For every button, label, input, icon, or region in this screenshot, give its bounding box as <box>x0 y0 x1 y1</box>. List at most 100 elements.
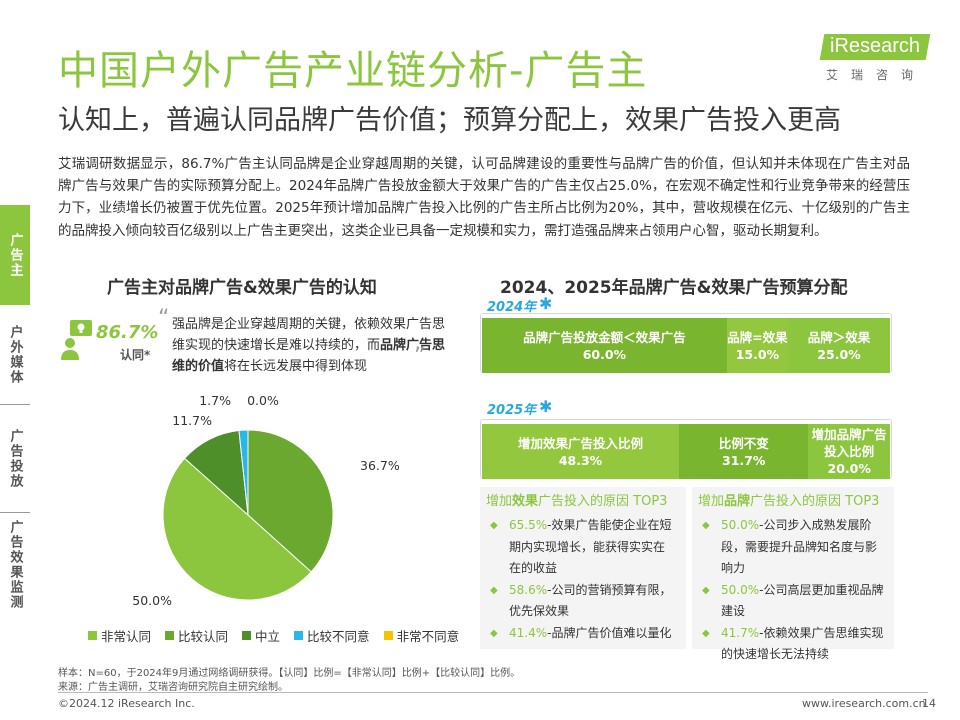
bar-segment-value: 20.0% <box>827 461 871 476</box>
bar-segment-label: 品牌=效果 <box>727 329 788 345</box>
logo-text: iResearch <box>830 35 921 57</box>
logo-cn-text: 艾瑞咨询 <box>826 68 927 82</box>
legend-label: 比较认同 <box>178 629 229 644</box>
iresearch-logo: iResearch 艾瑞咨询 <box>819 34 932 88</box>
copyright: ©2024.12 iResearch Inc. <box>58 697 195 710</box>
legend-swatch <box>383 631 393 640</box>
pie-data-label: 36.7% <box>360 458 400 473</box>
bar-segment-label: 品牌＞效果 <box>807 329 871 345</box>
pie-slice <box>183 429 249 517</box>
right-section-title: 2024、2025年品牌广告&效果广告预算分配 <box>500 278 848 298</box>
pie-data-label: 11.7% <box>172 413 212 428</box>
effect-title-post: 广告投入的原因 TOP3 <box>538 494 668 509</box>
reason-pct: 50.0% <box>721 518 760 532</box>
legend-label: 非常不同意 <box>396 629 460 644</box>
bar-segment-value: 15.0% <box>735 346 780 362</box>
legend-swatch <box>294 631 304 640</box>
page-title: 中国户外广告产业链分析-广告主 <box>58 48 648 94</box>
bar-2025: 增加效果广告投入比例 48.3% 比例不变 31.7% 增加品牌广告投入比例 20.0% <box>482 424 890 479</box>
legend-swatch <box>165 631 175 640</box>
page-subtitle: 认知上，普遍认同品牌广告价值；预算分配上，效果广告投入更高 <box>58 105 841 136</box>
pie-data-label: 50.0% <box>132 593 172 608</box>
quote-close-mark: ” <box>414 344 426 369</box>
list-item: 65.5%-效果广告能使企业在短期内实现增长，能获得实实在在的收益 <box>490 515 676 580</box>
pie-slice <box>162 457 312 601</box>
brand-reasons-title: 增加品牌广告投入的原因 TOP3 <box>698 490 879 509</box>
quote-text-2: 将在长远发展中得到体现 <box>224 359 368 374</box>
side-tab-ad-monitoring[interactable]: 广告效果监测 <box>7 520 23 610</box>
legend-swatch <box>242 631 252 640</box>
list-item: 58.6%-公司的营销预算有限，优先保效果 <box>490 580 676 623</box>
pie-slice <box>238 429 249 516</box>
legend-item: 比较认同 <box>165 626 228 645</box>
reason-pct: 41.4% <box>509 625 548 640</box>
bar-segment: 品牌广告投放金额＜效果广告 60.0% <box>482 318 727 373</box>
list-item: 50.0%-公司步入成熟发展阶段，需要提升品牌知名度与影响力 <box>702 515 888 580</box>
agree-percentage: 86.7% <box>96 322 159 343</box>
quote-text-1: 强品牌是企业穿越周期的关键，依赖效果广告思维实现的快速增长是难以持续的，而 <box>172 317 446 353</box>
legend-label: 中立 <box>255 629 281 644</box>
side-tab-ad-delivery[interactable]: 广告投放 <box>0 405 30 513</box>
quote-open-mark: “ <box>158 306 170 331</box>
reason-text: -公司步入成熟发展阶段，需要提升品牌知名度与影响力 <box>721 518 878 575</box>
agree-label: 认同* <box>120 348 151 362</box>
brand-title-bold: 品牌 <box>724 494 751 509</box>
bar-segment-label: 比例不变 <box>718 435 769 451</box>
bar-segment: 增加效果广告投入比例 48.3% <box>482 424 680 479</box>
effect-reasons-list: 65.5%-效果广告能使企业在短期内实现增长，能获得实实在在的收益 58.6%-… <box>490 515 676 644</box>
legend-item: 比较不同意 <box>294 626 370 645</box>
bar-segment-value: 25.0% <box>817 346 861 362</box>
brand-reasons-list: 50.0%-公司步入成熟发展阶段，需要提升品牌知名度与影响力 50.0%-公司高… <box>702 515 888 666</box>
intro-paragraph: 艾瑞调研数据显示，86.7%广告主认同品牌是企业穿越周期的关键，认可品牌建设的重… <box>58 156 910 239</box>
bar-segment-label: 增加品牌广告投入比例 <box>811 427 887 459</box>
page-number: 14 <box>922 697 936 710</box>
side-nav: 广告主 户外媒体 广告投放 广告效果监测 <box>0 205 30 617</box>
gear-icon: ✱ <box>539 397 553 416</box>
cognition-pie-chart: 50.0% 36.7% 11.7% 1.7% 0.0% <box>132 393 400 608</box>
bar-segment: 品牌＞效果 25.0% <box>787 318 890 373</box>
source-note: 来源：广告主调研，艾瑞咨询研究院自主研究绘制。 <box>58 682 288 693</box>
legend-swatch <box>88 631 97 640</box>
quote-text-bold: 品牌广告思维的价值 <box>172 338 446 374</box>
legend-item: 非常认同 <box>88 626 151 645</box>
website-link[interactable]: www.iresearch.com.cn <box>802 697 926 710</box>
effect-title-bold: 效果 <box>512 494 539 509</box>
bar-segment: 品牌=效果 15.0% <box>726 318 788 373</box>
bar-segment: 增加品牌广告投入比例 20.0% <box>808 424 890 479</box>
reason-text: -公司高层更加重视品牌建设 <box>721 582 884 619</box>
reason-pct: 58.6% <box>509 582 548 597</box>
side-tab-advertiser[interactable]: 广告主 <box>0 205 30 305</box>
legend-item: 非常不同意 <box>383 626 460 645</box>
pie-legend: 非常认同 比较认同 中立 比较不同意 非常不同意 <box>88 626 459 645</box>
reason-pct: 65.5% <box>509 518 548 532</box>
bar-2024: 品牌广告投放金额＜效果广告 60.0% 品牌=效果 15.0% 品牌＞效果 25.0% <box>482 318 890 373</box>
legend-label: 比较不同意 <box>307 629 370 644</box>
effect-title-pre: 增加 <box>486 494 513 509</box>
brand-title-pre: 增加 <box>698 494 725 509</box>
person-idea-icon <box>61 320 92 360</box>
effect-reasons-title: 增加效果广告投入的原因 TOP3 <box>486 490 667 509</box>
left-section-title: 广告主对品牌广告&效果广告的认知 <box>107 278 377 298</box>
bar-segment-value: 31.7% <box>722 452 766 468</box>
bar-segment-label: 品牌广告投放金额＜效果广告 <box>523 329 686 345</box>
bar-segment-value: 60.0% <box>582 346 627 362</box>
reason-pct: 50.0% <box>721 582 760 597</box>
legend-label: 非常认同 <box>101 629 152 644</box>
bar-segment: 比例不变 31.7% <box>679 424 809 479</box>
sample-note: 样本：N=60，于2024年9月通过网络调研获得。【认同】比例=【非常认同】比例… <box>58 668 521 679</box>
legend-item: 中立 <box>242 626 280 645</box>
list-item: 50.0%-公司高层更加重视品牌建设 <box>702 580 888 623</box>
pie-data-label: 0.0% <box>247 393 279 408</box>
footer-divider <box>58 692 928 693</box>
reason-pct: 41.7% <box>721 625 760 640</box>
year-2025-label: 2025年 <box>487 403 537 418</box>
reason-text: -效果广告能使企业在短期内实现增长，能获得实实在在的收益 <box>509 518 672 575</box>
side-tab-outdoor-media[interactable]: 户外媒体 <box>0 305 30 405</box>
reason-text: -品牌广告价值难以量化 <box>547 625 672 640</box>
gear-icon: ✱ <box>539 294 553 313</box>
list-item: 41.4%-品牌广告价值难以量化 <box>490 623 676 645</box>
brand-title-post: 广告投入的原因 TOP3 <box>750 494 880 509</box>
year-2024-label: 2024年 <box>487 300 537 315</box>
pie-slice <box>247 429 334 573</box>
reason-text: -依赖效果广告思维实现的快速增长无法持续 <box>721 625 884 662</box>
